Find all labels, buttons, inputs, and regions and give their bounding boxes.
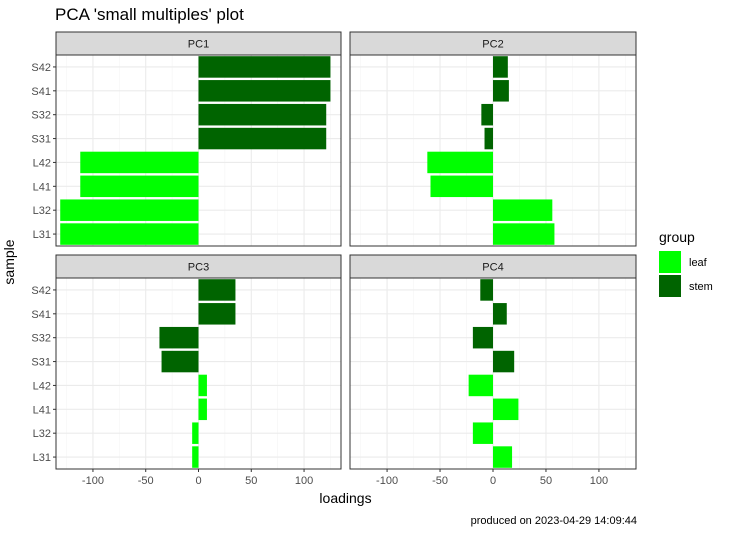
bar-pc3-s42	[198, 279, 236, 301]
x-tick-label: 100	[590, 475, 608, 487]
facet-strip-label: PC3	[188, 262, 209, 274]
x-tick-label: 100	[295, 475, 313, 487]
bar-pc1-l31	[60, 223, 199, 245]
bar-pc4-l32	[472, 422, 493, 444]
legend: group leaf stem	[659, 229, 713, 297]
facet-panels: PC1 L31 L32 L41 L42 S31 S32 S41 S42 PC2 PC3 L31 L32 L…	[31, 31, 637, 487]
bar-pc4-l31	[493, 446, 513, 468]
y-tick-label: L41	[33, 181, 51, 193]
bar-pc1-l42	[80, 151, 199, 174]
bar-pc2-s32	[481, 103, 493, 126]
bar-pc4-s41	[493, 303, 507, 325]
x-tick-label: 50	[540, 475, 552, 487]
x-tick-label: -50	[432, 475, 448, 487]
y-tick-label: L32	[33, 428, 51, 440]
bar-pc1-s32	[198, 103, 327, 126]
y-tick-label: S31	[31, 134, 51, 146]
y-tick-label: S42	[31, 62, 51, 74]
bar-pc3-s32	[159, 326, 199, 349]
x-tick-label: 0	[490, 475, 496, 487]
legend-label-leaf: leaf	[689, 257, 708, 269]
legend-title: group	[659, 229, 695, 245]
bar-pc4-s42	[480, 279, 493, 301]
bar-pc3-s41	[198, 303, 236, 325]
y-tick-label: L41	[33, 404, 51, 416]
x-tick-label: -50	[138, 475, 154, 487]
bar-pc2-s31	[484, 127, 493, 150]
bar-pc3-l31	[192, 446, 199, 468]
panel-pc4: PC4 -100 -50 0 50 100	[349, 254, 637, 487]
bar-pc4-s31	[493, 350, 515, 373]
x-tick-label: 0	[195, 475, 201, 487]
caption: produced on 2023-04-29 14:09:44	[471, 515, 637, 527]
bar-pc3-l32	[192, 422, 199, 444]
panel-pc3: PC3 L31 L32 L41 L42 S31 S32 S41 S42 -100 -50 0 50 100	[31, 254, 342, 487]
bar-pc2-s42	[493, 56, 508, 78]
panel-pc1: PC1 L31 L32 L41 L42 S31 S32 S41 S42	[31, 31, 342, 247]
facet-strip-label: PC1	[188, 39, 209, 51]
bar-pc4-s32	[472, 326, 493, 349]
x-tick-label: -100	[82, 475, 104, 487]
panel-border	[55, 54, 342, 247]
y-tick-label: S41	[31, 309, 51, 321]
legend-key-leaf	[659, 251, 681, 273]
bar-pc4-l41	[493, 398, 519, 421]
bar-pc1-l32	[60, 199, 199, 221]
bar-pc2-l31	[493, 223, 555, 245]
y-tick-label: S32	[31, 333, 51, 345]
bar-pc1-l41	[80, 175, 199, 198]
facet-strip-label: PC2	[482, 39, 503, 51]
bar-pc2-l32	[493, 199, 553, 221]
x-tick-label: -100	[376, 475, 398, 487]
bar-pc2-s41	[493, 80, 509, 102]
y-tick-label: S41	[31, 86, 51, 98]
chart-title: PCA 'small multiples' plot	[55, 5, 244, 24]
y-tick-label: L42	[33, 380, 51, 392]
panel-pc2: PC2	[349, 31, 637, 247]
bar-pc2-l41	[430, 175, 493, 198]
bar-pc1-s31	[198, 127, 327, 150]
y-axis-title: sample	[1, 239, 17, 284]
bar-pc3-l41	[198, 398, 207, 421]
y-tick-label: L31	[33, 229, 51, 241]
panel-border	[349, 54, 637, 247]
facet-strip-label: PC4	[482, 262, 503, 274]
y-tick-label: S42	[31, 285, 51, 297]
x-axis-title: loadings	[319, 490, 371, 506]
x-tick-label: 50	[245, 475, 257, 487]
bar-pc1-s42	[198, 56, 331, 78]
bar-pc3-l42	[198, 374, 207, 397]
y-tick-label: L32	[33, 205, 51, 217]
bar-pc1-s41	[198, 80, 331, 102]
legend-key-stem	[659, 275, 681, 297]
y-tick-label: L31	[33, 452, 51, 464]
bar-pc4-l42	[468, 374, 493, 397]
y-tick-label: L42	[33, 157, 51, 169]
bar-pc2-l42	[427, 151, 493, 174]
legend-label-stem: stem	[689, 281, 713, 293]
y-tick-label: S32	[31, 110, 51, 122]
bar-pc3-s31	[161, 350, 199, 373]
y-tick-label: S31	[31, 357, 51, 369]
